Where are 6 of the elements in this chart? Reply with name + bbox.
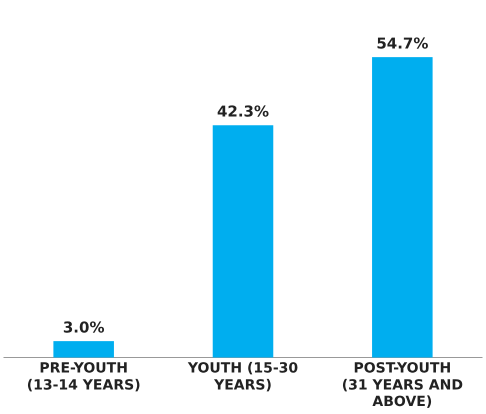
- data-label: 42.3%: [216, 102, 270, 121]
- x-tick-label: PRE-YOUTH (13-14 YEARS): [26, 360, 141, 394]
- x-tick-label: POST-YOUTH (31 YEARS AND ABOVE): [342, 360, 463, 410]
- data-label: 3.0%: [62, 318, 104, 337]
- data-label: 54.7%: [376, 34, 428, 53]
- x-tick-label: YOUTH (15-30 YEARS): [186, 360, 298, 394]
